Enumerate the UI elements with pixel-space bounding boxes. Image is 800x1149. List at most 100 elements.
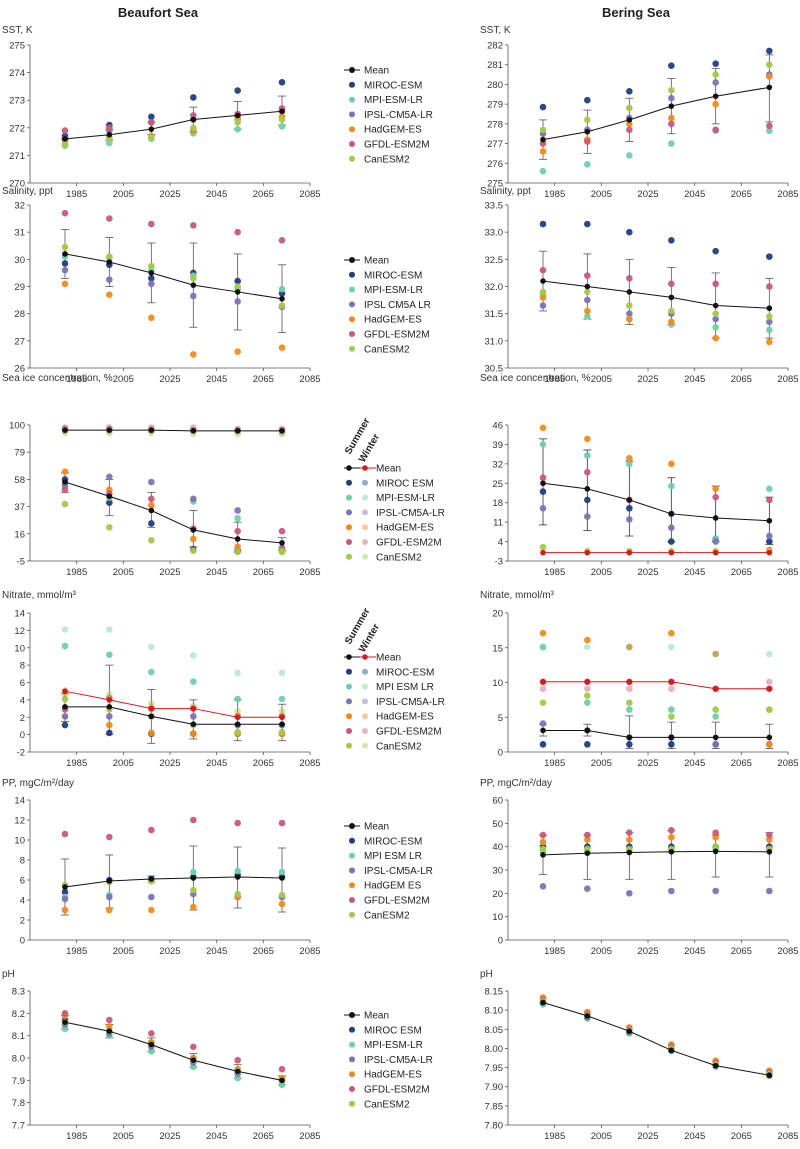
- mean-point-summer: [668, 549, 675, 556]
- y-tick-label: 6: [20, 876, 25, 887]
- legend-label: CanESM2: [376, 741, 422, 752]
- y-tick-label: 0: [20, 936, 25, 947]
- right-column-title: Bering Sea: [602, 5, 671, 20]
- mean-line-summer: [542, 280, 770, 309]
- legend-marker-mpi: [349, 286, 355, 293]
- model-point-can: [148, 262, 155, 270]
- x-tick-label: 2085: [777, 758, 798, 769]
- model-point-miroc: [106, 499, 113, 507]
- model-point-mpi: [668, 140, 675, 147]
- x-tick-label: 1985: [66, 374, 87, 385]
- model-point-gfdl: [626, 829, 633, 836]
- y-tick-label: 14: [14, 796, 25, 807]
- mean-line-summer: [64, 876, 283, 888]
- model-point-gfdl: [712, 126, 719, 134]
- mean-point-winter: [190, 428, 197, 434]
- x-tick-label: 1985: [66, 189, 87, 200]
- model-point-can: [584, 692, 591, 700]
- model-point-hadgem: [539, 838, 547, 846]
- mean-point-winter: [712, 685, 719, 692]
- y-tick-label: 8.3: [12, 987, 25, 998]
- y-tick-label: -5: [17, 557, 25, 568]
- model-point-can: [712, 71, 719, 78]
- legend-marker-miroc: [349, 81, 355, 88]
- model-point-miroc: [766, 47, 773, 55]
- model-point-ipsl: [61, 266, 69, 274]
- model-point-miroc: [668, 62, 675, 69]
- model-point-miroc: [61, 888, 69, 896]
- x-tick-label: 2025: [159, 1131, 180, 1142]
- y-tick-label: 15: [492, 643, 503, 654]
- model-point-hadgem: [766, 741, 773, 748]
- legend-label: IPSL-CM5A-LR: [376, 508, 445, 519]
- model-point-miroc: [766, 253, 773, 260]
- y-tick-label: 32.0: [485, 282, 504, 293]
- model-point-mpi: [626, 152, 633, 159]
- mean-point-summer: [190, 875, 197, 881]
- y-tick-label: 0: [498, 748, 503, 759]
- y-tick-label: 275: [9, 41, 25, 52]
- model-point-miroc: [668, 237, 675, 244]
- legend-label: HadGEM-ES: [364, 1070, 422, 1081]
- y-tick-label: 279: [487, 100, 503, 111]
- mean-point-summer: [279, 108, 285, 115]
- model-point-mpi: [584, 699, 591, 706]
- model-point-gfdl: [668, 685, 675, 693]
- chart-title: pH: [2, 969, 15, 980]
- mean-point-winter: [626, 497, 633, 503]
- y-tick-label: 12: [14, 816, 25, 827]
- x-tick-label: 2025: [637, 567, 658, 578]
- y-tick-label: 8.1: [12, 1031, 25, 1042]
- legend-label: MIROC-ESM: [364, 270, 422, 281]
- model-point-hadgem: [668, 460, 675, 468]
- mean-point-winter: [668, 679, 675, 685]
- model-point-can: [190, 124, 197, 132]
- chart-br_no3: Nitrate, mmol/m³ 0 5 10 15 20 1985 2005 2025 2045…: [480, 590, 799, 769]
- legend-label: MPI-ESM-LR: [364, 1040, 423, 1051]
- model-point-hadgem: [584, 435, 591, 443]
- y-tick-label: 282: [487, 41, 503, 52]
- legend-marker-hadgem: [346, 713, 352, 720]
- x-tick-label: 2085: [299, 1131, 320, 1142]
- mean-point-summer: [540, 999, 546, 1006]
- x-tick-label: 2045: [684, 189, 705, 200]
- legend-label: CanESM2: [364, 1099, 410, 1110]
- mean-point-summer: [766, 1072, 773, 1079]
- y-tick-label: 280: [487, 80, 503, 91]
- x-tick-label: 2045: [206, 189, 227, 200]
- model-point-hadgem: [190, 535, 197, 543]
- mean-point-summer: [766, 84, 773, 91]
- model-point-gfdl: [766, 283, 773, 290]
- legend-marker-miroc: [346, 668, 352, 675]
- mean-point-summer: [62, 884, 68, 890]
- x-tick-label: 2005: [591, 1131, 612, 1142]
- y-tick-label: 30: [14, 255, 25, 266]
- model-point-miroc: [539, 741, 547, 748]
- model-point-ipsl: [539, 504, 547, 512]
- model-point-ipsl: [766, 318, 773, 326]
- mean-point-summer: [234, 874, 241, 880]
- y-tick-label: 26: [14, 364, 25, 375]
- legend-label: GFDL-ESM2M: [364, 1085, 430, 1096]
- x-tick-label: 2045: [684, 758, 705, 769]
- model-point-miroc: [234, 277, 241, 285]
- x-tick-label: 2045: [206, 758, 227, 769]
- model-point-miroc: [626, 504, 633, 512]
- mean-line-summer: [542, 1002, 770, 1076]
- model-point-gfdl: [712, 829, 719, 836]
- mean-line-winter: [543, 681, 770, 690]
- mean-line-summer: [65, 706, 282, 725]
- legend-label: HadGEM-ES: [364, 315, 422, 326]
- model-point-mpi: [766, 650, 773, 658]
- chart-br_ph: pH 7.80 7.85 7.90 7.95 8.00 8.05 8.10 8.15 1985 20…: [480, 969, 799, 1142]
- y-tick-label: 6: [20, 678, 25, 689]
- mean-point-summer: [234, 289, 241, 295]
- mean-point-winter: [148, 705, 155, 712]
- model-point-gfdl: [668, 827, 675, 834]
- model-point-ipsl: [234, 507, 241, 514]
- x-tick-label: 2005: [113, 946, 134, 957]
- legend-marker-mpi: [349, 96, 355, 103]
- x-tick-label: 1985: [66, 946, 87, 957]
- model-point-miroc: [584, 496, 591, 504]
- mean-point-winter: [234, 714, 241, 721]
